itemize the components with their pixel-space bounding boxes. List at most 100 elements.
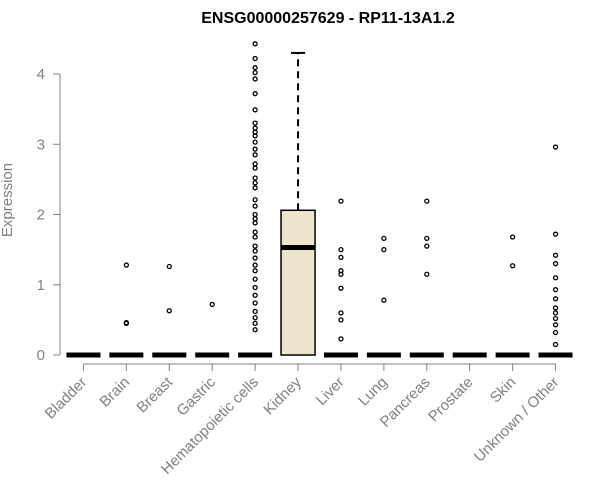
outlier-point	[552, 275, 559, 281]
box-body	[280, 209, 316, 356]
x-tick-label: Bladder	[42, 374, 91, 423]
outlier-point	[552, 231, 559, 237]
outlier-point	[252, 320, 258, 327]
y-tick-label: 3	[37, 136, 45, 153]
outlier-point	[252, 146, 258, 152]
y-tick-label: 4	[37, 66, 45, 83]
y-tick-label: 1	[37, 277, 45, 294]
outlier-point	[252, 91, 258, 97]
outlier-point	[552, 329, 559, 336]
chart-title: ENSG00000257629 - RP11-13A1.2	[201, 10, 455, 27]
x-tick-label: Skin	[487, 374, 520, 407]
y-axis: 0 1 2 3 4	[37, 66, 61, 364]
outlier-point	[381, 235, 387, 242]
outlier-point	[252, 243, 258, 249]
outlier-point	[252, 315, 258, 321]
outlier-point	[424, 198, 430, 204]
box-liver	[323, 198, 358, 358]
outlier-point	[552, 310, 559, 316]
y-tick-label: 0	[37, 347, 45, 364]
outlier-point	[252, 76, 258, 82]
outlier-point	[209, 301, 215, 308]
outlier-point	[552, 296, 559, 302]
outlier-point	[338, 336, 344, 342]
outlier-point	[252, 165, 258, 171]
outlier-point	[252, 125, 258, 131]
outlier-point	[252, 292, 258, 298]
outlier-point	[252, 185, 258, 191]
outlier-point	[166, 308, 172, 314]
outlier-point	[509, 263, 516, 269]
outlier-point	[552, 341, 559, 348]
outlier-point	[552, 261, 559, 267]
outlier-point	[509, 234, 516, 240]
outlier-point	[252, 234, 258, 240]
outlier-point	[252, 255, 258, 261]
outlier-point	[338, 271, 344, 277]
outlier-point	[552, 315, 559, 322]
y-tick-label: 2	[37, 207, 45, 224]
outlier-point	[252, 161, 258, 167]
outlier-point	[381, 297, 387, 303]
box-brain	[109, 262, 144, 358]
outlier-point	[252, 133, 258, 139]
outlier-point	[552, 144, 559, 150]
outlier-point	[338, 246, 344, 253]
x-tick-label: Kidney	[260, 373, 305, 418]
outlier-point	[252, 203, 258, 209]
x-tick-label: Breast	[133, 373, 176, 416]
outlier-point	[252, 197, 258, 203]
outlier-point	[252, 65, 258, 71]
x-tick-label: Brain	[96, 374, 133, 411]
outlier-point	[252, 41, 258, 47]
outlier-point	[252, 216, 258, 222]
y-axis-label: Expression	[0, 163, 16, 237]
box-skin	[495, 234, 530, 358]
outlier-point	[338, 254, 344, 261]
outlier-point	[252, 175, 258, 181]
outlier-point	[552, 252, 559, 258]
outlier-point	[338, 198, 344, 204]
box-lung	[366, 235, 401, 358]
outlier-point	[252, 152, 258, 158]
outlier-point	[252, 229, 258, 235]
outlier-point	[252, 308, 258, 315]
outlier-point	[252, 120, 258, 126]
outlier-point	[252, 276, 258, 282]
outlier-point	[252, 327, 258, 333]
outlier-point	[252, 180, 258, 186]
outlier-point	[252, 139, 258, 145]
box-breast	[152, 263, 187, 358]
outlier-point	[252, 248, 258, 254]
outlier-point	[252, 300, 258, 306]
outlier-point	[252, 211, 258, 218]
outlier-point	[338, 310, 344, 316]
outlier-point	[424, 235, 430, 242]
box-unknown-other	[538, 144, 573, 358]
outlier-point	[424, 243, 430, 249]
box-kidney	[280, 51, 316, 356]
x-tick-label: Prostate	[425, 374, 477, 426]
outlier-point	[123, 320, 130, 326]
outlier-point	[252, 220, 258, 226]
box-pancreas	[409, 198, 444, 358]
outlier-point	[338, 285, 344, 291]
outlier-point	[123, 262, 130, 268]
box-hematopoietic-cells	[238, 41, 273, 358]
outlier-point	[166, 263, 172, 270]
outlier-point	[381, 246, 387, 253]
outlier-point	[252, 284, 258, 291]
outlier-point	[252, 262, 258, 268]
x-tick-label: Lung	[355, 374, 391, 410]
outlier-point	[552, 305, 559, 311]
outlier-point	[252, 268, 258, 274]
outlier-point	[424, 271, 430, 277]
outlier-point	[552, 322, 559, 328]
outlier-point	[252, 107, 258, 113]
x-tick-label: Liver	[313, 374, 348, 409]
outlier-point	[338, 317, 344, 323]
outlier-point	[252, 69, 258, 76]
outlier-point	[552, 287, 559, 293]
